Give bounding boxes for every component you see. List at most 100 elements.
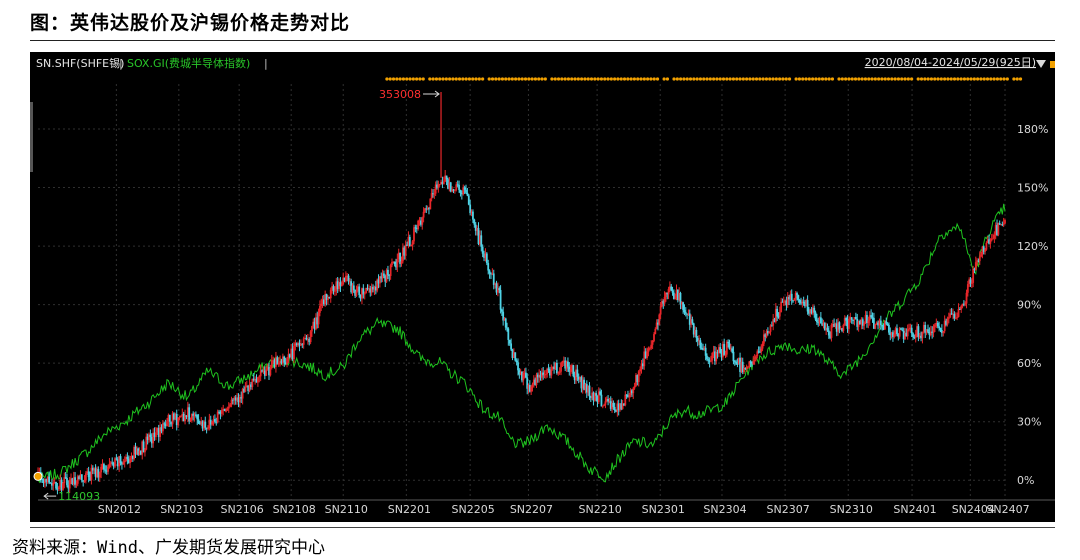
tin-candle [612,402,615,407]
tin-candle [415,228,418,230]
tin-candle [691,319,694,324]
dropdown-triangle-icon[interactable] [1036,60,1046,68]
tin-candle [153,432,156,438]
tin-candle [96,468,98,477]
tin-candle [426,208,429,210]
tin-candle [732,351,735,362]
event-marker [896,77,901,81]
tin-candle [932,326,935,333]
tin-candle [449,182,452,192]
tin-candle [352,285,355,291]
date-range-selector[interactable]: 2020/08/04-2024/05/29(925日) [865,56,1036,69]
tin-candle [914,333,917,338]
tin-candle [745,367,748,369]
event-marker [401,77,406,81]
event-marker [820,77,825,81]
event-marker [784,77,788,81]
tin-candle [528,384,531,392]
tin-candle [601,405,604,407]
tin-candle [286,358,288,365]
tin-candle [965,292,968,304]
tin-candle [262,370,265,372]
tin-candle [715,352,718,362]
tin-candle [761,343,764,349]
legend-series-tin[interactable]: SN.SHF(SHFE锡) [36,56,124,70]
tin-candle [129,457,132,463]
tin-candle [465,189,467,193]
event-marker [576,77,580,81]
tin-candle [497,288,499,293]
tin-candle [804,302,806,307]
event-marker [428,77,432,81]
tin-candle [653,334,655,341]
tin-candle [452,189,455,191]
tin-candle [485,253,488,264]
event-marker [622,77,627,81]
tin-candle [909,327,912,329]
tin-candle [654,328,657,335]
tin-candle [470,211,473,214]
tin-candle [261,370,263,372]
tin-candle [344,276,347,282]
x-tick-label: SN2407 [986,503,1029,516]
event-marker [679,77,683,81]
tin-candle [885,321,888,324]
tin-candle [747,366,749,368]
event-marker [949,77,953,81]
tin-candle [444,175,447,182]
tin-candle [203,421,205,429]
tin-candle [611,402,613,409]
tin-candle [448,182,451,189]
tin-candle [882,325,885,330]
tin-candle [1000,224,1002,226]
tin-candle [342,277,345,285]
tin-candle [339,282,342,287]
tin-candle [212,419,215,422]
event-marker [415,77,419,81]
tin-candle [703,347,706,350]
tin-candle [646,351,648,358]
tin-candle [313,321,316,330]
tin-candle [817,322,820,324]
event-marker [847,77,851,81]
tin-candle [687,313,690,315]
y-tick-label: 150% [1017,182,1048,195]
tin-candle [624,394,627,406]
tin-candle [216,411,219,423]
tin-candle [142,441,145,453]
event-marker [1012,77,1016,81]
tin-candle [298,343,301,346]
tin-candle [956,316,959,318]
tin-candle [315,317,317,330]
tin-candle [672,292,675,300]
tin-candle [139,450,142,455]
tin-candle [604,401,607,405]
y-tick-label: 90% [1017,299,1041,312]
tin-candle [399,252,402,264]
tin-candle [600,394,603,407]
tin-candle [860,319,863,325]
tin-candle [472,211,474,220]
tin-candle [348,281,351,283]
tin-candle [733,361,736,363]
tin-candle [406,244,408,246]
chart-panel: SN.SHF(SHFE锡) | SOX.GI(费城半导体指数) | 2020/0… [30,52,1055,522]
tin-candle [433,193,436,195]
tin-candle [990,238,993,241]
tin-candle [818,317,821,323]
tin-candle [997,223,1000,235]
tin-candle [325,294,328,300]
tin-candle [751,363,753,365]
tin-candle [797,295,800,300]
event-marker [705,77,709,81]
tin-candle [90,467,93,481]
legend-series-sox[interactable]: SOX.GI(费城半导体指数) [127,56,250,70]
tin-candle [898,328,901,337]
event-marker [801,77,805,81]
left-scroll-handle[interactable] [30,102,33,172]
tin-candle [772,319,775,326]
y-tick-label: 180% [1017,123,1048,136]
tin-candle [48,476,50,483]
tin-candle [904,332,906,340]
tin-candle [76,476,79,484]
